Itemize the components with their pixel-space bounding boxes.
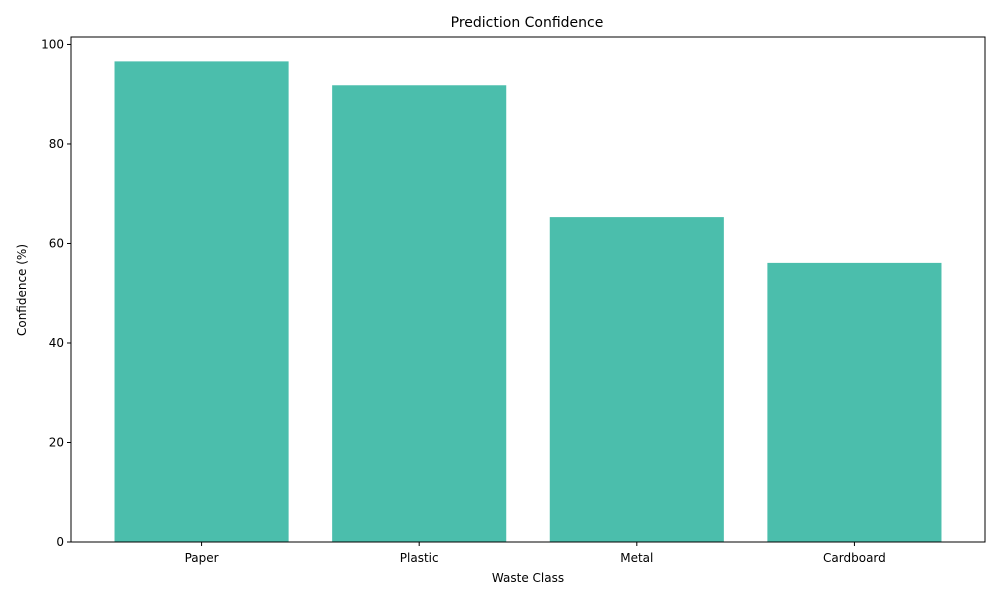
bar-metal bbox=[549, 217, 724, 542]
plot-frame bbox=[70, 36, 986, 543]
y-tick-label: 100 bbox=[41, 37, 64, 51]
bar-cardboard bbox=[767, 262, 942, 542]
y-axis-ticks: 0 20 40 60 80 100 bbox=[41, 37, 71, 549]
y-tick-label: 0 bbox=[56, 535, 64, 549]
y-tick-label: 80 bbox=[49, 137, 64, 151]
x-tick-label: Plastic bbox=[400, 551, 439, 565]
chart-title: Prediction Confidence bbox=[451, 15, 604, 31]
bar-plastic bbox=[332, 85, 507, 543]
y-tick-label: 20 bbox=[49, 435, 64, 449]
bars-layer bbox=[114, 61, 942, 543]
x-tick-label: Cardboard bbox=[823, 551, 886, 565]
y-tick-label: 40 bbox=[49, 336, 64, 350]
y-axis-label: Confidence (%) bbox=[15, 244, 29, 336]
bar-paper bbox=[114, 61, 289, 543]
x-tick-label: Paper bbox=[185, 551, 219, 565]
y-tick-label: 60 bbox=[49, 236, 64, 250]
x-axis-label: Waste Class bbox=[492, 571, 564, 585]
x-tick-label: Metal bbox=[620, 551, 653, 565]
x-axis-ticks: Paper Plastic Metal Cardboard bbox=[185, 542, 886, 565]
